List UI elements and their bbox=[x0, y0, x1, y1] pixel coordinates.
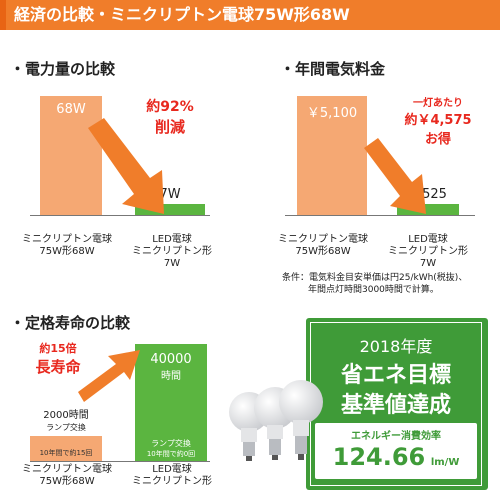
life-led-hours: 40000 時間 bbox=[150, 352, 192, 382]
power-arrow bbox=[88, 118, 164, 214]
cost-red-line1: 一灯あたり bbox=[413, 98, 463, 109]
cost-red-text: 一灯あたり 約￥4,575 お得 bbox=[388, 94, 488, 147]
cost-red-line3: お得 bbox=[424, 132, 451, 147]
power-bar-krypton-label: 68W bbox=[56, 102, 86, 117]
power-section-title: ・電力量の比較 bbox=[10, 60, 116, 78]
badge-year: 2018年度 bbox=[359, 337, 433, 356]
power-red-line1: 約92% bbox=[146, 99, 194, 115]
life-chart bbox=[30, 340, 210, 472]
badge-efficiency-value: 124.66 bbox=[332, 443, 426, 471]
cost-note: 条件：電気料金目安単価は円25/kWh(税抜)、 年間点灯時間3000時間で計算… bbox=[282, 273, 468, 295]
cost-bar-krypton: ￥5,100 bbox=[297, 96, 367, 216]
power-bar-krypton: 68W bbox=[40, 96, 102, 216]
badge-line1: 省エネ目標 bbox=[340, 363, 451, 388]
cost-red-line2: 約￥4,575 bbox=[404, 113, 472, 128]
header-title: 経済の比較・ミニクリプトン電球75W形68W bbox=[14, 5, 350, 24]
cost-axis bbox=[285, 215, 475, 216]
header-banner: 経済の比較・ミニクリプトン電球75W形68W bbox=[0, 0, 500, 30]
energy-badge-frame: 2018年度 省エネ目標 基準値達成 エネルギー消費効率 124.66 lm/W bbox=[310, 322, 482, 486]
power-axis bbox=[30, 215, 210, 216]
power-cat-krypton: ミニクリプトン電球 75W形68W bbox=[22, 234, 112, 257]
cost-bar-krypton-label: ￥5,100 bbox=[306, 106, 358, 121]
life-axis bbox=[30, 461, 210, 462]
cost-chart: ￥5,100 ￥525 bbox=[285, 88, 475, 238]
cost-cat-krypton: ミニクリプトン電球 75W形68W bbox=[278, 234, 368, 257]
cost-cat-led: LED電球 ミニクリプトン形 7W bbox=[388, 234, 468, 269]
led-bulbs-image bbox=[229, 380, 323, 461]
life-cat-led: LED電球 ミニクリプトン形 bbox=[132, 464, 212, 487]
power-cat-led: LED電球 ミニクリプトン形 7W bbox=[132, 234, 212, 269]
life-bar-krypton bbox=[30, 436, 102, 462]
life-red-line1: 約15倍 bbox=[39, 342, 77, 355]
life-krypton-hours: 2000時間 ランプ交換 bbox=[43, 410, 89, 432]
power-red-line2: 削減 bbox=[154, 118, 185, 136]
cost-arrow bbox=[364, 138, 426, 214]
life-krypton-note: 10年間で約15回 bbox=[39, 449, 93, 457]
badge-efficiency-row: 124.66 lm/W bbox=[315, 443, 477, 471]
badge-efficiency-label: エネルギー消費効率 bbox=[351, 431, 441, 442]
energy-badge: 2018年度 省エネ目標 基準値達成 エネルギー消費効率 124.66 lm/W bbox=[306, 318, 488, 490]
life-bar-led bbox=[135, 344, 207, 462]
header-stripe bbox=[0, 0, 6, 30]
power-bar-led-label: 7W bbox=[159, 187, 181, 202]
power-red-text: 約92% 削減 bbox=[140, 96, 200, 137]
life-red-line2: 長寿命 bbox=[35, 358, 81, 376]
life-arrow bbox=[78, 350, 140, 402]
life-cat-krypton: ミニクリプトン電球 75W形68W bbox=[22, 464, 112, 487]
badge-line2: 基準値達成 bbox=[340, 393, 451, 418]
badge-efficiency-unit: lm/W bbox=[430, 457, 460, 468]
life-red-text: 約15倍 長寿命 bbox=[18, 340, 98, 377]
cost-section-title: ・年間電気料金 bbox=[280, 60, 386, 78]
badge-efficiency-box: エネルギー消費効率 124.66 lm/W bbox=[315, 423, 477, 479]
bulb-icon bbox=[279, 380, 323, 460]
life-led-swap: ランプ交換 10年間で約0回 bbox=[146, 439, 196, 458]
life-section-title: ・定格寿命の比較 bbox=[10, 314, 131, 332]
